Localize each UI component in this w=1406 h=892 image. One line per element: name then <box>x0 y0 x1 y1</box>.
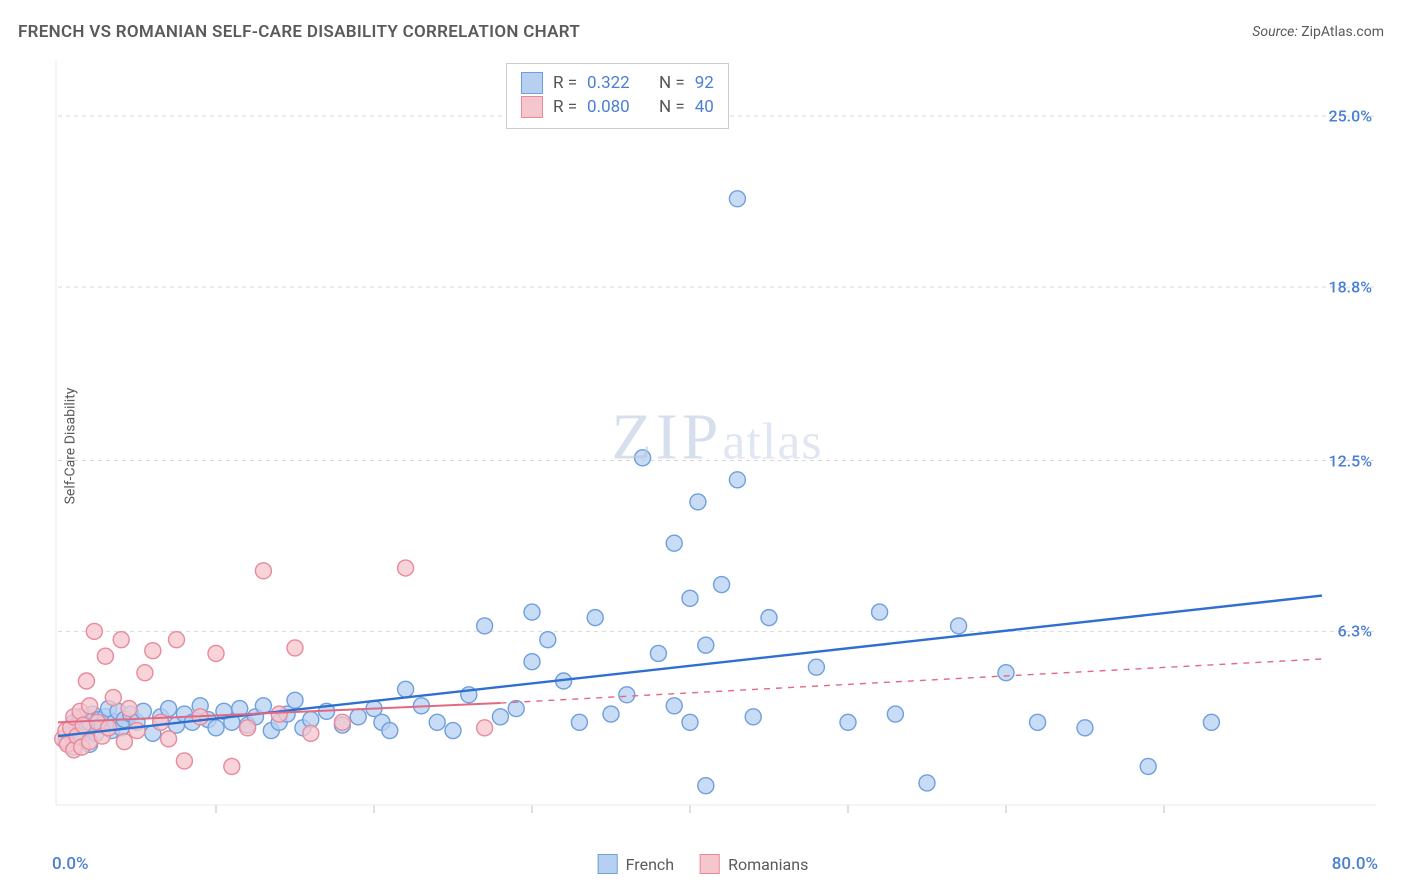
swatch-french <box>598 854 618 874</box>
y-tick-label: 25.0% <box>1328 107 1372 126</box>
plot-area: R = 0.322 N = 92 R = 0.080 N = 40 ZIPatl… <box>52 55 1382 835</box>
swatch-french <box>521 72 543 94</box>
r-label: R = <box>553 97 577 117</box>
legend-row-french: R = 0.322 N = 92 <box>521 72 714 94</box>
r-value-french: 0.322 <box>587 73 649 93</box>
n-value-french: 92 <box>695 73 714 93</box>
correlation-legend: R = 0.322 N = 92 R = 0.080 N = 40 <box>506 63 729 129</box>
n-value-romanians: 40 <box>695 97 714 117</box>
legend-item-romanians: Romanians <box>700 854 808 874</box>
swatch-romanians <box>700 854 720 874</box>
legend-row-romanians: R = 0.080 N = 40 <box>521 96 714 118</box>
x-axis-min-label: 0.0% <box>52 854 89 874</box>
x-axis-max-label: 80.0% <box>1332 854 1378 874</box>
source-value: ZipAtlas.com <box>1301 24 1384 40</box>
chart-title: FRENCH VS ROMANIAN SELF-CARE DISABILITY … <box>18 22 580 42</box>
y-tick-label: 6.3% <box>1338 622 1372 641</box>
scatter-plot-svg <box>52 55 1382 835</box>
n-label: N = <box>659 73 685 93</box>
y-tick-label: 12.5% <box>1328 451 1372 470</box>
swatch-romanians <box>521 96 543 118</box>
series-label-french: French <box>626 855 674 874</box>
r-value-romanians: 0.080 <box>587 97 649 117</box>
legend-item-french: French <box>598 854 674 874</box>
source-attribution: Source: ZipAtlas.com <box>1252 24 1384 40</box>
n-label: N = <box>659 97 685 117</box>
r-label: R = <box>553 73 577 93</box>
y-tick-label: 18.8% <box>1328 277 1372 296</box>
source-label: Source: <box>1252 24 1297 40</box>
series-legend: French Romanians <box>598 854 809 874</box>
series-label-romanians: Romanians <box>728 855 808 874</box>
